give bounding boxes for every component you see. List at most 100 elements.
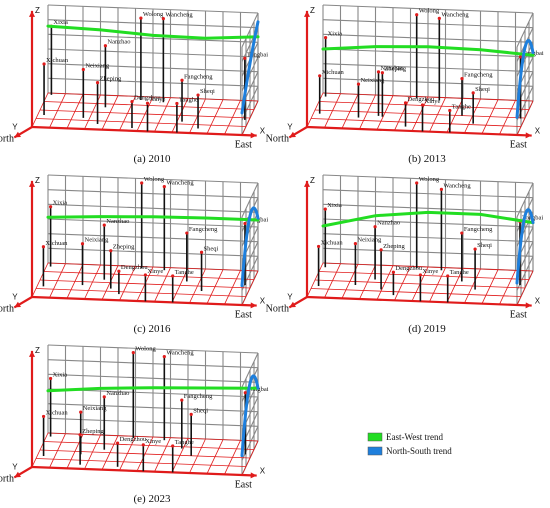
y-axis-arrowhead [14, 301, 21, 308]
site-label: Tanghe [179, 96, 198, 103]
site-point [145, 101, 150, 105]
site-point [243, 221, 247, 226]
site-label: Nanzhao [381, 65, 404, 72]
panel-2010: ZXYEastNorthXixiaWolongWanchengNanzhaoXi… [0, 4, 268, 165]
grid-line [47, 373, 259, 383]
site-point [175, 101, 179, 106]
y-axis-arrowhead [289, 131, 296, 138]
site-label: Wolong [135, 346, 156, 353]
site-label: Fangcheng [464, 72, 493, 79]
site-label: Xixia [327, 202, 342, 209]
north-south-trend-line [515, 208, 535, 285]
site-label: Dengzhou [134, 95, 161, 102]
site-point [420, 103, 425, 107]
site-label: Dengzhou [120, 436, 147, 443]
z-axis-letter: Z [35, 6, 40, 15]
panel-caption: (d) 2019 [408, 323, 446, 335]
site-point [140, 181, 144, 185]
floor-grid-line [310, 118, 522, 127]
grid-line [322, 203, 534, 213]
z-axis-arrowhead [29, 350, 35, 357]
site-point [162, 355, 166, 359]
x-axis [31, 465, 257, 477]
site-label: Nanzhao [106, 218, 129, 225]
site-point [460, 231, 464, 235]
site-point [324, 36, 328, 40]
site-point [81, 67, 85, 72]
z-axis-letter: Z [310, 6, 315, 15]
site-point [380, 71, 384, 75]
site-label: Xixia [328, 31, 343, 38]
floor-grid-line [39, 449, 251, 459]
north-south-trend-line [240, 20, 260, 115]
site-label: Zheping [82, 428, 104, 435]
site-point [196, 93, 200, 97]
site-label: Nanzhao [106, 390, 129, 397]
site-point [391, 270, 395, 274]
site-point [162, 185, 166, 189]
axes: Z X Y East North [0, 176, 266, 321]
site-label: Neixiang [357, 237, 382, 244]
site-label: Neixiang [360, 77, 385, 84]
x-axis [31, 125, 257, 137]
site-point [376, 70, 381, 74]
east-west-trend-line [46, 386, 260, 393]
east-label: East [235, 310, 252, 321]
site-label: Wolong [419, 8, 440, 15]
site-label: Xinye [147, 268, 163, 275]
z-axis-letter: Z [310, 176, 315, 185]
site-point [80, 242, 85, 246]
grid-line [241, 182, 259, 218]
site-label: Xinye [145, 438, 161, 445]
legend-label-north-south: North-South trend [386, 446, 452, 456]
site-label: Zheping [100, 76, 122, 83]
floor-grid-line [318, 271, 530, 280]
grid-line [322, 189, 534, 199]
floor-grid-line [35, 458, 247, 467]
grid-line [322, 48, 534, 58]
site-label: Xixia [53, 200, 68, 207]
site-point [185, 231, 189, 235]
site-point [446, 274, 450, 278]
grid-line [241, 352, 259, 388]
site-point [403, 101, 408, 105]
y-axis-letter: Y [287, 292, 293, 301]
grid-line [47, 63, 259, 73]
grid-line [47, 203, 259, 213]
z-axis-arrowhead [29, 10, 35, 17]
north-label: North [0, 473, 14, 484]
x-axis-arrowhead [525, 132, 532, 139]
site-point [415, 13, 419, 17]
grid-line [47, 174, 259, 184]
north-south-trend-line [240, 206, 260, 288]
site-label: Zheping [113, 244, 135, 251]
site-label: Neixiang [83, 405, 108, 412]
z-axis-letter: Z [35, 346, 40, 355]
grid-line [47, 189, 259, 199]
site-label: Wolong [419, 176, 440, 183]
site-label: Tanghe [175, 439, 194, 446]
y-axis-arrowhead [289, 301, 296, 308]
site-label: Sheqi [475, 86, 490, 93]
east-label: East [235, 140, 252, 151]
site-label: Xichuan [45, 240, 68, 247]
site-point [171, 274, 175, 278]
grid-line [322, 4, 534, 14]
floor-grid-line [43, 101, 255, 110]
site-point [103, 44, 107, 48]
site-label: Xinye [150, 96, 166, 103]
z-axis-letter: Z [35, 176, 40, 185]
site-label: Tanghe [450, 269, 469, 276]
grid-line [241, 12, 259, 48]
site-point [161, 17, 165, 21]
site-point [318, 74, 322, 78]
z-axis-arrowhead [304, 10, 310, 17]
grid-line [322, 233, 534, 243]
site-label: Sheqi [200, 88, 215, 95]
grid-line [47, 48, 259, 58]
y-axis-letter: Y [12, 122, 18, 131]
site-point [471, 91, 475, 95]
floor-grid-line [322, 262, 534, 272]
site-point [373, 225, 377, 229]
